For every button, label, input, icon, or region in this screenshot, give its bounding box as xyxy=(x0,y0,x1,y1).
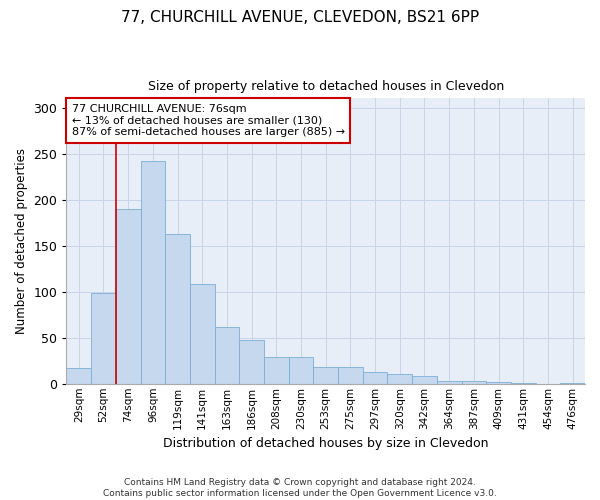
Bar xyxy=(140,161,165,384)
Bar xyxy=(338,367,363,384)
Bar xyxy=(215,326,239,384)
Bar xyxy=(412,376,437,384)
Bar xyxy=(165,234,190,384)
Bar xyxy=(461,381,486,384)
Y-axis label: Number of detached properties: Number of detached properties xyxy=(15,148,28,334)
Bar xyxy=(437,381,461,384)
Bar xyxy=(511,383,536,384)
Bar xyxy=(91,292,116,384)
Bar xyxy=(116,209,140,384)
Bar xyxy=(388,374,412,384)
Bar xyxy=(560,383,585,384)
Bar xyxy=(67,368,91,384)
Bar xyxy=(486,382,511,384)
Bar xyxy=(239,340,264,384)
Title: Size of property relative to detached houses in Clevedon: Size of property relative to detached ho… xyxy=(148,80,504,93)
Bar xyxy=(190,284,215,384)
X-axis label: Distribution of detached houses by size in Clevedon: Distribution of detached houses by size … xyxy=(163,437,488,450)
Bar xyxy=(264,357,289,384)
Bar xyxy=(313,367,338,384)
Text: Contains HM Land Registry data © Crown copyright and database right 2024.
Contai: Contains HM Land Registry data © Crown c… xyxy=(103,478,497,498)
Bar xyxy=(289,357,313,384)
Text: 77 CHURCHILL AVENUE: 76sqm
← 13% of detached houses are smaller (130)
87% of sem: 77 CHURCHILL AVENUE: 76sqm ← 13% of deta… xyxy=(71,104,345,137)
Bar xyxy=(363,372,388,384)
Text: 77, CHURCHILL AVENUE, CLEVEDON, BS21 6PP: 77, CHURCHILL AVENUE, CLEVEDON, BS21 6PP xyxy=(121,10,479,25)
